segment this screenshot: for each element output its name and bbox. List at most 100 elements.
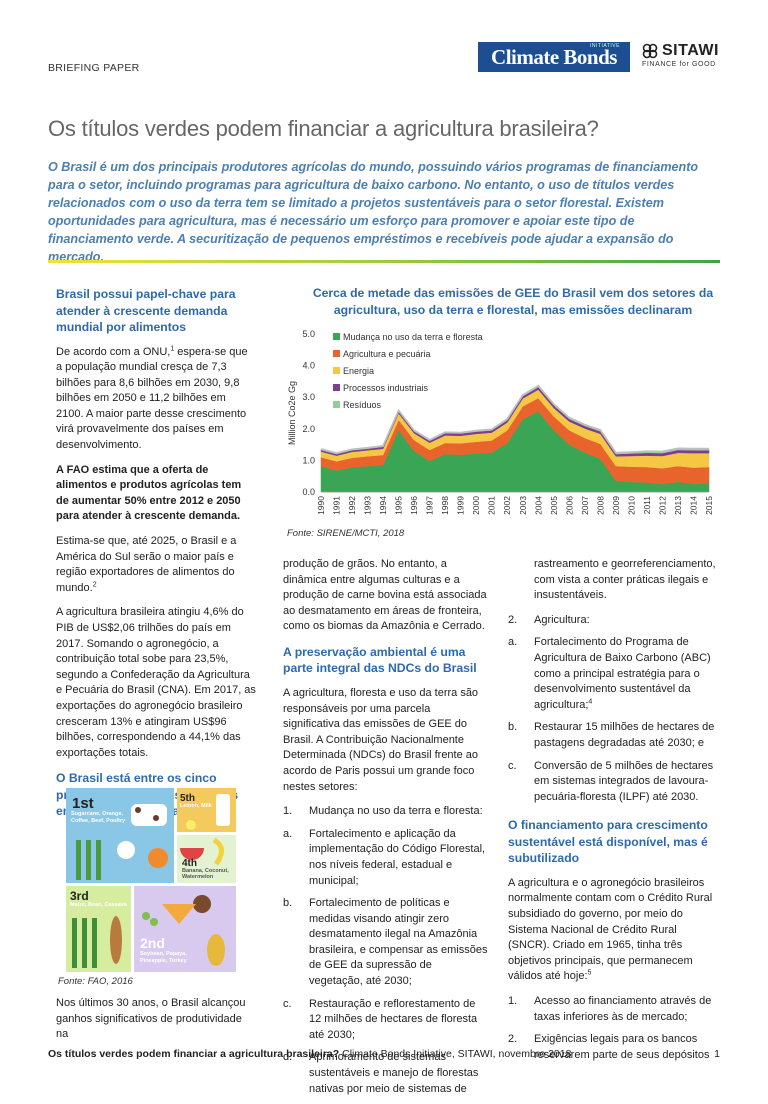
x-tick-label: 1990: [316, 496, 326, 515]
list-marker: 1.: [508, 994, 518, 1007]
x-tick-label: 2009: [611, 496, 621, 515]
banana-icon: [212, 837, 224, 866]
sitawi-wordmark: SITAWI: [662, 42, 719, 59]
list-text: Mudança no uso da terra e floresta:: [309, 805, 483, 818]
paragraph-pib: A agricultura brasileira atingiu 4,6% do…: [56, 606, 256, 759]
list-marker: 1.: [283, 805, 293, 818]
heading-ndc: A preservação ambiental é uma parte inte…: [283, 644, 477, 676]
list-text: Fortalecimento de políticas e medidas vi…: [309, 897, 488, 988]
source-sirene: Fonte: SIRENE/MCTI, 2018: [287, 528, 405, 539]
legend-label: Energia: [343, 366, 374, 376]
rank-5th-items: Lemon, Milk: [180, 803, 212, 809]
text-credito-rural: A agricultura e o agronegócio brasileiro…: [508, 876, 713, 983]
list-text: Acesso ao financiamento através de taxas…: [534, 994, 712, 1023]
sitawi-mark-icon: [642, 43, 658, 59]
list-text: Restaurar 15 milhões de hectares de past…: [534, 721, 715, 749]
source-fao: Fonte: FAO, 2016: [58, 976, 133, 987]
gradient-divider: [48, 260, 720, 263]
y-axis-label: Million Co2e Gg: [287, 381, 297, 445]
list-item: 1. Mudança no uso da terra e floresta:: [283, 804, 488, 820]
sitawi-logo: SITAWI FINANCE for GOOD: [642, 42, 732, 74]
paragraph-exports-2025: Estima-se que, até 2025, o Brasil e a Am…: [56, 534, 256, 596]
y-tick-label: 3.0: [302, 392, 315, 402]
list-text: Agricultura:: [534, 613, 590, 626]
x-tick-label: 1999: [456, 496, 466, 515]
x-tick-label: 1995: [394, 496, 404, 515]
legend-label: Agricultura e pecuária: [343, 349, 431, 359]
rank-1st-items: Sugarcane, Orange, Coffee, Beef, Poultry: [71, 811, 126, 824]
x-tick-label: 1991: [332, 496, 342, 515]
footnote-ref-5[interactable]: 5: [587, 969, 592, 977]
list-item: 2. Agricultura:: [508, 613, 718, 629]
x-tick-label: 2010: [626, 496, 636, 515]
list-marker: b.: [283, 897, 293, 910]
paragraph-tracking: rastreamento e georreferenciamento, com …: [534, 558, 716, 602]
list-text: Exigências legais para os bancos reserva…: [534, 1033, 710, 1061]
list-item: b. Restaurar 15 milhões de hectares de pa…: [508, 720, 718, 751]
column-left-tail: Nos últimos 30 anos, o Brasil alcançou g…: [56, 996, 256, 1052]
chicken-icon: [117, 841, 135, 859]
emissions-chart: 0.0 1.0 2.0 3.0 4.0 5.0 Million Co2e Gg 1990 199…: [287, 329, 713, 515]
legend-swatch: [333, 367, 340, 374]
paragraph-ndc: A agricultura, floresta e uso da terra s…: [283, 686, 479, 793]
list-item: c. Restauração e reflorestamento de 12 mi…: [283, 997, 488, 1044]
x-tick-label: 2014: [688, 496, 698, 515]
legend-swatch: [333, 384, 340, 391]
pineapple-icon: [207, 934, 225, 966]
y-tick-label: 0.0: [302, 487, 315, 497]
list-text: Fortalecimento e aplicação da implementa…: [309, 827, 486, 887]
y-tick-label: 1.0: [302, 455, 315, 465]
legend-label: Processos industriais: [343, 383, 429, 393]
x-tick-label: 2004: [533, 496, 543, 515]
paragraph-grains: produção de grãos. No entanto, a dinâmic…: [283, 558, 487, 633]
rank-4th-items: Banana, Coconut, Watermelon: [182, 868, 229, 880]
list-marker: d.: [283, 1051, 293, 1064]
list-marker: 2.: [508, 1033, 518, 1046]
list-marker: 2.: [508, 613, 518, 626]
list-marker: c.: [283, 997, 292, 1010]
x-tick-label: 1994: [378, 496, 388, 515]
footnote-ref-4[interactable]: 4: [588, 698, 593, 706]
lemon-icon: [186, 820, 196, 830]
footnote-ref-2[interactable]: 2: [92, 581, 97, 589]
x-tick-label: 2003: [518, 496, 528, 515]
x-tick-label: 2002: [502, 496, 512, 515]
x-tick-label: 1992: [347, 496, 357, 515]
intro-paragraph: O Brasil é um dos principais produtores …: [48, 160, 699, 264]
list-text: Conversão de 5 milhões de hectares em si…: [534, 759, 714, 803]
legend-swatch: [333, 401, 340, 408]
area-top-outline: [320, 384, 709, 455]
climate-bonds-logo: Climate Bonds: [478, 42, 630, 72]
x-tick-label: 1993: [363, 496, 373, 515]
soybean-icon: [142, 912, 158, 926]
milk-icon: [216, 794, 230, 826]
chart-title: Cerca de metade das emissões de GEE do B…: [312, 286, 714, 317]
list-item: c. Conversão de 5 milhões de hectares em …: [508, 759, 718, 806]
list-marker: c.: [508, 759, 517, 772]
rank-3rd-items: Maize, Bean, Cassava: [70, 902, 127, 908]
list-item: 1. Acesso ao financiamento através de tax…: [508, 994, 718, 1025]
rank-1st: 1st: [72, 795, 94, 812]
footer-publisher: Climate Bonds Initiative, SITAWI, novemb…: [339, 1048, 572, 1060]
panel-4th: [177, 835, 236, 883]
text-onu-b: espera-se que a população mundial cresça…: [56, 345, 248, 452]
legend-swatch: [333, 333, 340, 340]
rank-4th: 4th: [182, 858, 197, 869]
list-item: 2. Exigências legais para os bancos reser…: [508, 1032, 718, 1063]
maize-icon: [72, 918, 97, 968]
sugarcane-icon: [76, 840, 101, 880]
list-item: b. Fortalecimento de políticas e medidas …: [283, 896, 488, 990]
x-tick-label: 2011: [642, 496, 652, 515]
papaya-icon: [162, 904, 196, 924]
rank-2nd: 2nd: [140, 935, 165, 951]
text-exports-2025: Estima-se que, até 2025, o Brasil e a Am…: [56, 535, 237, 594]
briefing-label: BRIEFING PAPER: [48, 62, 140, 74]
y-tick-label: 2.0: [302, 424, 315, 434]
list-item: a. Fortalecimento do Programa de Agricult…: [508, 635, 718, 713]
footnote-ref-1[interactable]: 1: [170, 344, 175, 352]
fao-infographic: 1st Sugarcane, Orange, Coffee, Beef, Pou…: [66, 788, 236, 972]
column-middle: produção de grãos. No entanto, a dinâmic…: [283, 557, 488, 1104]
x-tick-label: 2012: [657, 496, 667, 515]
x-tick-label: 2000: [471, 496, 481, 515]
rank-2nd-items: Soybean, Papaya, Pineapple, Turkey: [140, 951, 187, 964]
